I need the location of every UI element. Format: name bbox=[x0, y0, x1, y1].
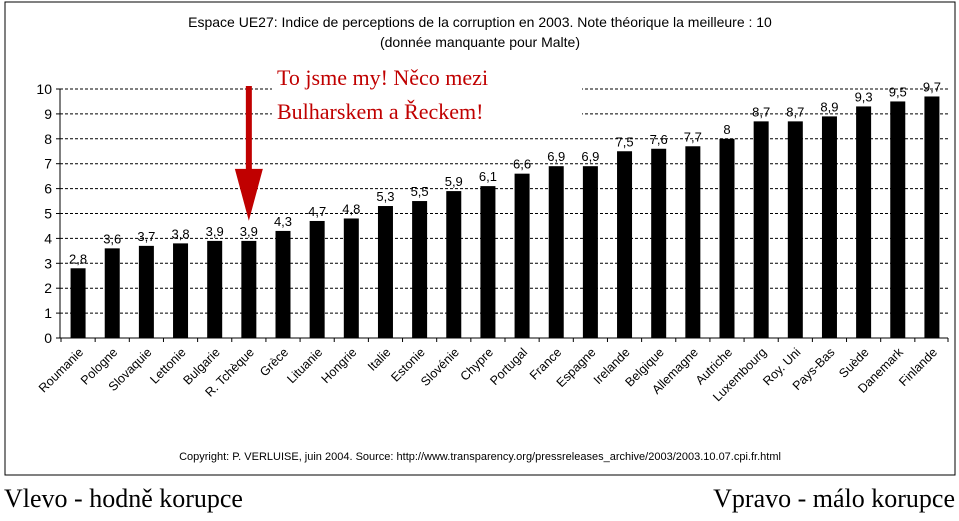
data-label: 4,7 bbox=[308, 204, 326, 219]
chart-title: Espace UE27: Indice de perceptions de la… bbox=[188, 14, 772, 30]
annotation: To jsme my! Něco mezi Bulharskem a Řecke… bbox=[234, 62, 582, 221]
bar bbox=[70, 268, 86, 338]
annotation-box bbox=[272, 62, 582, 128]
data-label: 8,9 bbox=[820, 99, 838, 114]
chart-subtitle: (donnée manquante pour Malte) bbox=[380, 34, 580, 50]
annotation-arrow bbox=[234, 86, 263, 221]
y-tick-label: 4 bbox=[44, 230, 52, 246]
data-label: 3,9 bbox=[206, 224, 224, 239]
arrow-head bbox=[234, 168, 263, 221]
bar bbox=[617, 151, 633, 338]
data-label: 9,7 bbox=[923, 79, 941, 94]
bar bbox=[446, 191, 462, 338]
bar bbox=[377, 206, 393, 338]
y-tick-label: 7 bbox=[44, 156, 52, 172]
bar bbox=[719, 138, 735, 338]
chart-footer: Copyright: P. VERLUISE, juin 2004. Sourc… bbox=[179, 451, 781, 463]
data-labels: 2,8 3,6 3,7 3,8 3,9 3,9 4,3 4,7 4,8 5,3 5,5 5,9 6,1 6… bbox=[69, 79, 941, 266]
data-label: 7,7 bbox=[684, 129, 702, 144]
bar bbox=[480, 186, 496, 338]
bar bbox=[548, 166, 564, 338]
bar bbox=[821, 116, 837, 338]
data-label: 6,1 bbox=[479, 169, 497, 184]
data-label: 8,7 bbox=[752, 104, 770, 119]
bar bbox=[309, 220, 325, 338]
data-label: 6,6 bbox=[513, 157, 531, 172]
bar bbox=[685, 146, 701, 338]
bar bbox=[787, 121, 803, 339]
data-label: 3,6 bbox=[103, 231, 121, 246]
y-tick-label: 8 bbox=[44, 131, 52, 147]
data-label: 4,8 bbox=[342, 201, 360, 216]
bar bbox=[890, 101, 906, 338]
data-label: 8,7 bbox=[786, 104, 804, 119]
y-tick-label: 0 bbox=[44, 330, 52, 346]
y-axis: 0 1 2 3 4 5 6 7 8 9 10 bbox=[36, 81, 61, 346]
bar bbox=[343, 218, 359, 338]
data-label: 3,9 bbox=[240, 224, 258, 239]
arrow-shaft bbox=[245, 86, 252, 171]
annotation-line-2: Bulharskem a Řeckem! bbox=[277, 99, 484, 124]
bar bbox=[753, 121, 769, 339]
bar bbox=[856, 106, 872, 339]
bar bbox=[582, 166, 598, 338]
y-tick-label: 6 bbox=[44, 181, 52, 197]
y-tick-label: 2 bbox=[44, 280, 52, 296]
y-tick-label: 3 bbox=[44, 255, 52, 271]
y-tick-label: 10 bbox=[36, 81, 52, 97]
data-label: 6,9 bbox=[581, 149, 599, 164]
bar bbox=[104, 248, 120, 338]
data-label: 3,8 bbox=[171, 226, 189, 241]
data-label: 7,6 bbox=[650, 132, 668, 147]
data-label: 9,5 bbox=[889, 84, 907, 99]
bar bbox=[651, 148, 667, 338]
data-label: 6,9 bbox=[547, 149, 565, 164]
data-label: 7,5 bbox=[615, 134, 633, 149]
bar bbox=[924, 96, 940, 338]
data-label: 8 bbox=[723, 122, 730, 137]
data-label: 5,5 bbox=[411, 184, 429, 199]
bar bbox=[514, 173, 530, 338]
bar bbox=[207, 240, 223, 338]
bars bbox=[70, 96, 940, 339]
annotation-line-1: To jsme my! Něco mezi bbox=[277, 65, 488, 90]
caption-left: Vlevo - hodně korupce bbox=[4, 484, 243, 513]
data-label: 5,9 bbox=[445, 174, 463, 189]
caption-right: Vpravo - málo korupce bbox=[713, 484, 955, 513]
bar bbox=[412, 201, 428, 338]
data-label: 2,8 bbox=[69, 251, 87, 266]
y-tick-label: 1 bbox=[44, 305, 52, 321]
bar bbox=[173, 243, 189, 338]
bar bbox=[138, 245, 154, 338]
data-label: 3,7 bbox=[137, 229, 155, 244]
bar bbox=[275, 230, 291, 338]
bar bbox=[241, 240, 257, 338]
y-tick-label: 9 bbox=[44, 106, 52, 122]
y-tick-label: 5 bbox=[44, 206, 52, 222]
data-label: 5,3 bbox=[376, 189, 394, 204]
data-label: 9,3 bbox=[855, 89, 873, 104]
data-label: 4,3 bbox=[274, 214, 292, 229]
